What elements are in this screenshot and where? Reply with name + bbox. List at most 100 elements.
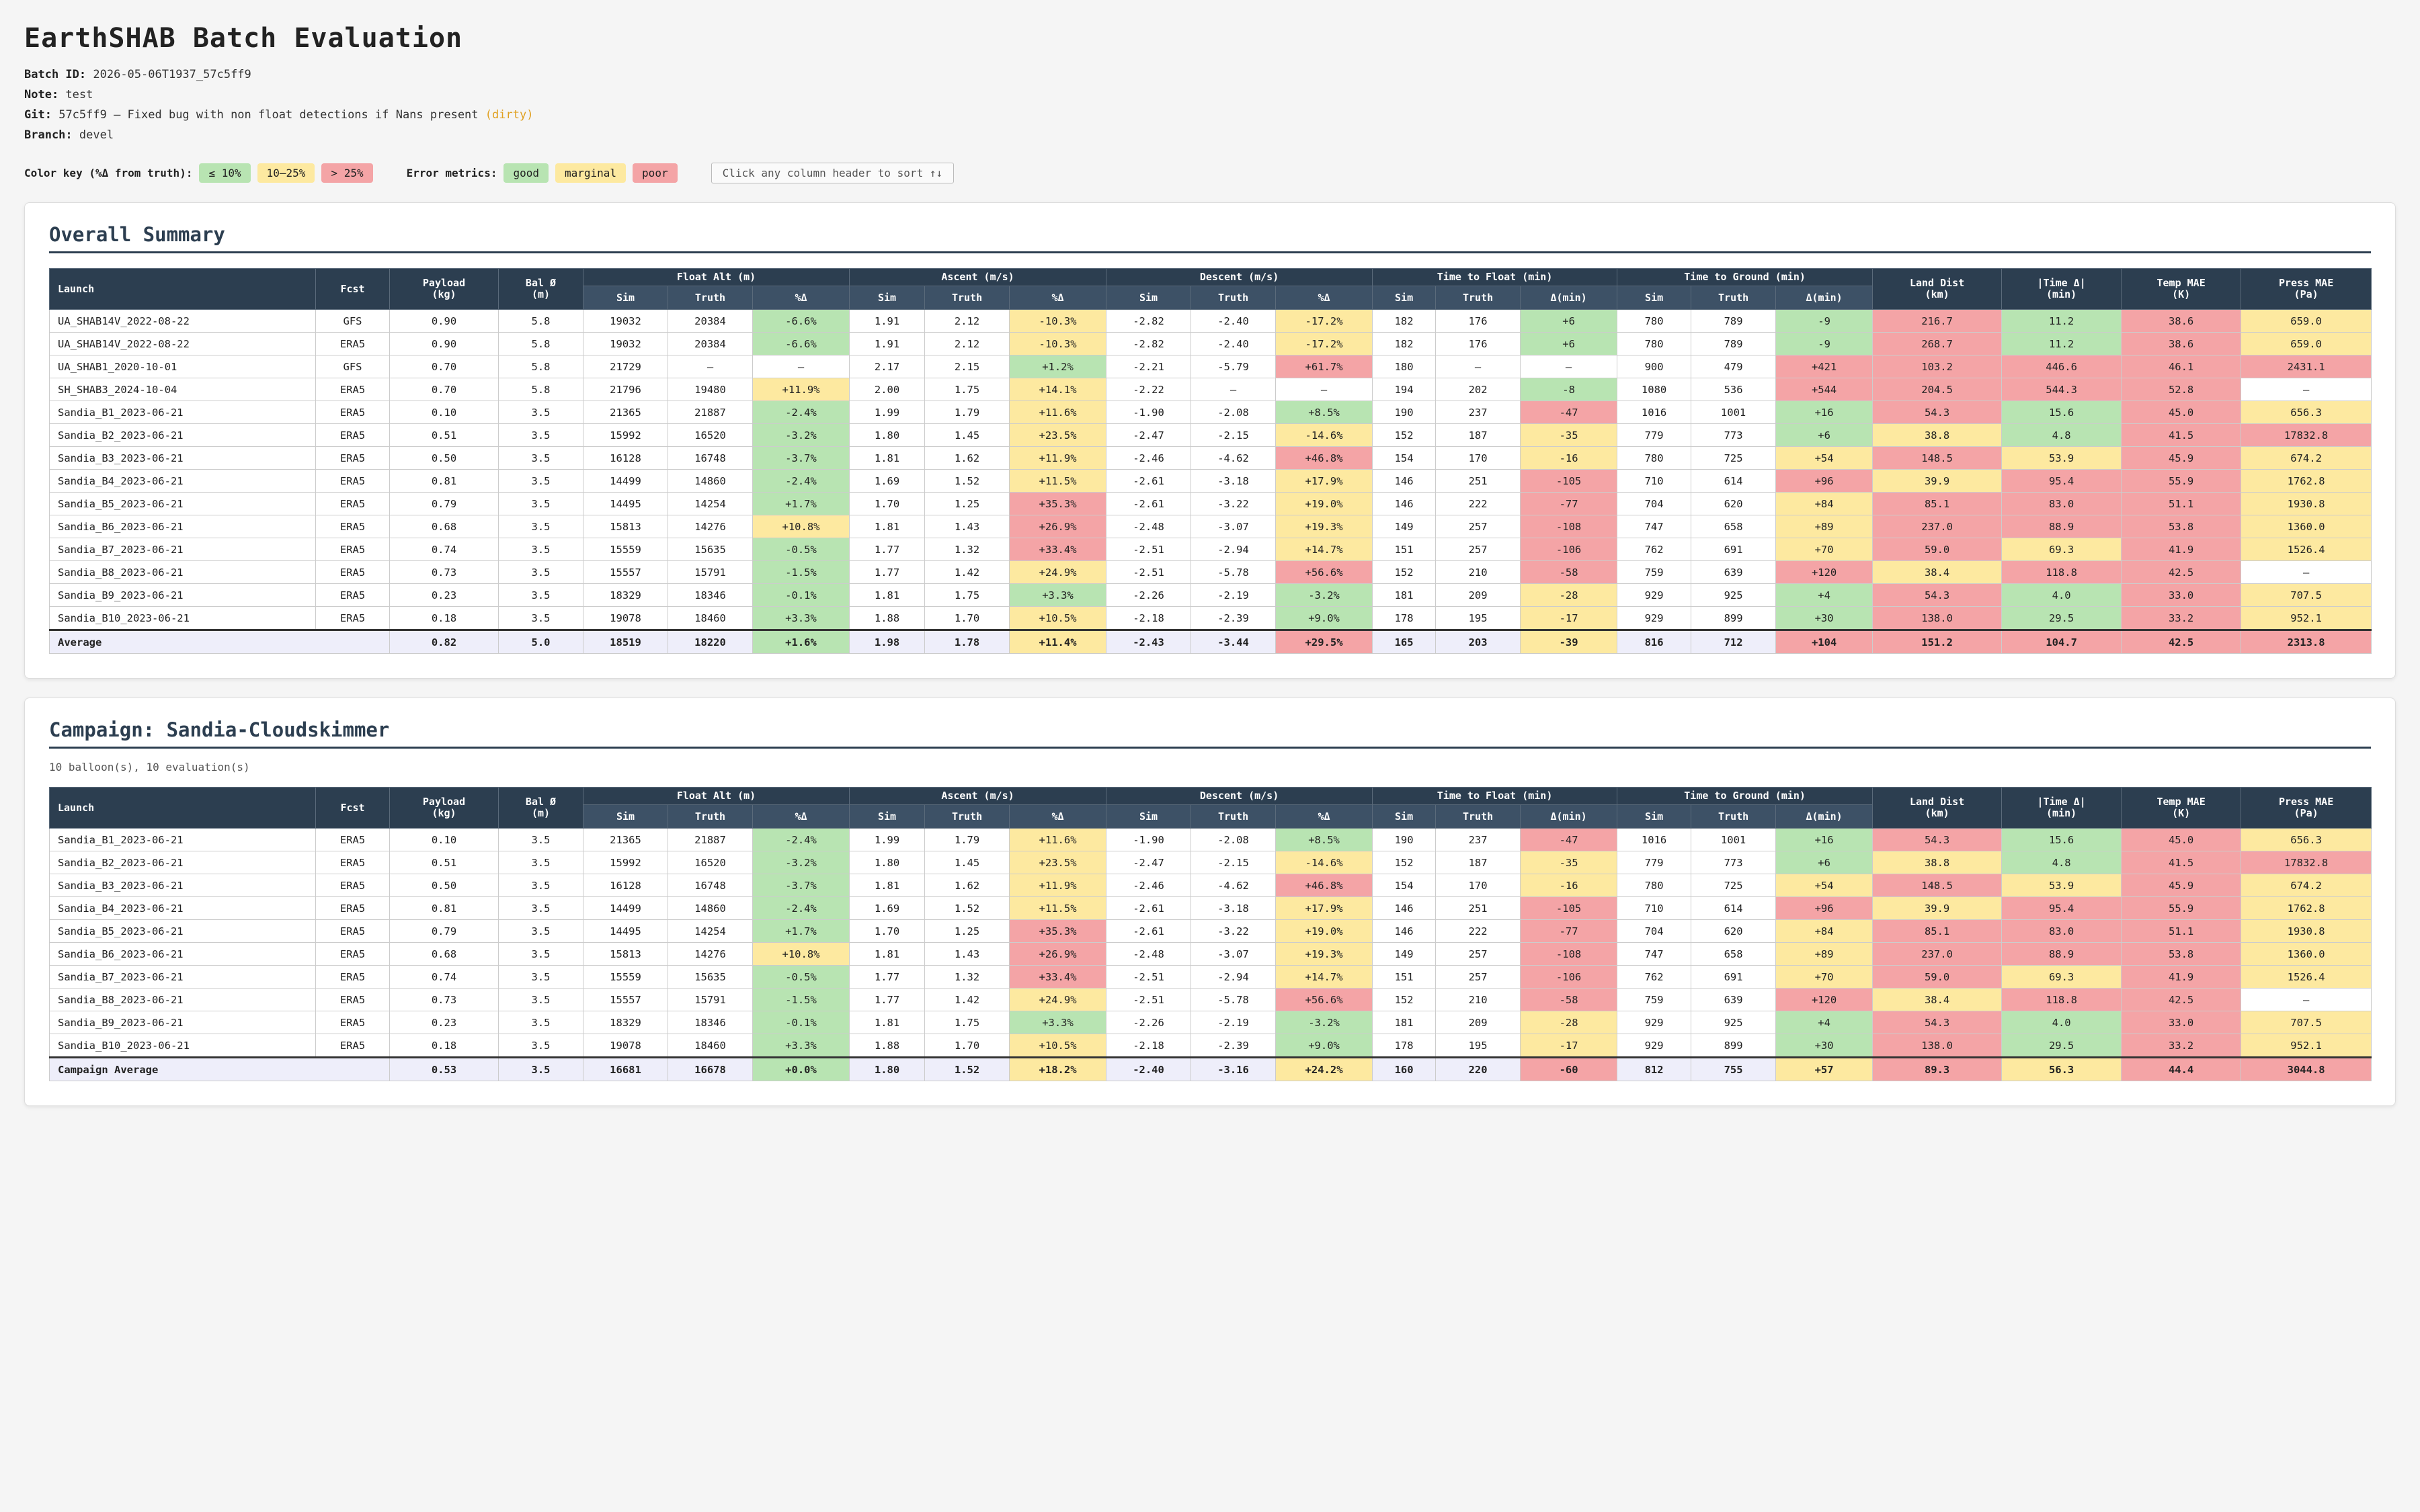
table-cell: 38.6 <box>2121 332 2242 355</box>
table-cell: 170 <box>1435 446 1521 470</box>
column-header-ttg-truth[interactable]: Truth <box>1691 804 1777 829</box>
column-header-ttf-dmin[interactable]: Δ(min) <box>1520 286 1618 310</box>
column-group-ttf[interactable]: Time to Float (min) <box>1372 787 1618 805</box>
table-cell: +11.6% <box>1009 401 1107 424</box>
column-header-ascent-pct[interactable]: %Δ <box>1009 804 1107 829</box>
column-group-float_alt[interactable]: Float Alt (m) <box>582 787 850 805</box>
column-header-launch[interactable]: Launch <box>49 787 316 829</box>
table-cell: 209 <box>1435 1011 1521 1034</box>
table-cell: -6.6% <box>752 309 850 333</box>
column-header-descent-truth[interactable]: Truth <box>1191 286 1277 310</box>
table-cell: 46.1 <box>2121 355 2242 378</box>
column-header-ttf-truth[interactable]: Truth <box>1435 804 1521 829</box>
table-cell: +23.5% <box>1009 423 1107 447</box>
column-header-fcst[interactable]: Fcst <box>315 787 390 829</box>
table-cell: 16520 <box>668 423 753 447</box>
column-group-ttg[interactable]: Time to Ground (min) <box>1617 268 1873 286</box>
column-group-ascent[interactable]: Ascent (m/s) <box>849 268 1107 286</box>
table-cell: -3.07 <box>1191 942 1277 966</box>
launch-name-cell: Sandia_B3_2023-06-21 <box>49 446 316 470</box>
column-header-float_alt-sim[interactable]: Sim <box>583 804 668 829</box>
column-group-ascent[interactable]: Ascent (m/s) <box>849 787 1107 805</box>
column-header-ascent-truth[interactable]: Truth <box>924 286 1010 310</box>
column-header-launch[interactable]: Launch <box>49 268 316 310</box>
column-header-ttf-dmin[interactable]: Δ(min) <box>1520 804 1618 829</box>
table-cell: 14499 <box>583 469 668 493</box>
table-cell: -106 <box>1520 538 1618 561</box>
column-group-ttg[interactable]: Time to Ground (min) <box>1617 787 1873 805</box>
column-header-ascent-pct[interactable]: %Δ <box>1009 286 1107 310</box>
column-header-ttf-sim[interactable]: Sim <box>1372 804 1437 829</box>
table-cell: +56.6% <box>1275 560 1373 584</box>
column-header-ascent-truth[interactable]: Truth <box>924 804 1010 829</box>
table-cell: +8.5% <box>1275 828 1373 851</box>
column-header-ttg-dmin[interactable]: Δ(min) <box>1775 286 1873 310</box>
column-header-bal[interactable]: Bal Ø (m) <box>498 268 583 310</box>
table-cell: 152 <box>1372 851 1437 874</box>
table-cell: 11.2 <box>2001 309 2122 333</box>
table-cell: 925 <box>1691 1011 1777 1034</box>
column-header-timed[interactable]: |Time Δ| (min) <box>2001 268 2122 310</box>
column-header-descent-pct[interactable]: %Δ <box>1275 804 1373 829</box>
table-cell: -2.48 <box>1106 942 1192 966</box>
column-header-ttf-truth[interactable]: Truth <box>1435 286 1521 310</box>
table-row: Sandia_B9_2023-06-21 ERA5 0.23 3.5 18329 1834… <box>49 1011 2372 1034</box>
table-cell: +6 <box>1775 851 1873 874</box>
column-header-float_alt-truth[interactable]: Truth <box>668 804 753 829</box>
column-header-ttg-dmin[interactable]: Δ(min) <box>1775 804 1873 829</box>
launch-name-cell: Sandia_B4_2023-06-21 <box>49 896 316 920</box>
column-header-ttg-sim[interactable]: Sim <box>1617 804 1692 829</box>
table-cell: 1526.4 <box>2241 965 2372 989</box>
column-header-fcst[interactable]: Fcst <box>315 268 390 310</box>
column-header-descent-sim[interactable]: Sim <box>1106 804 1192 829</box>
table-cell: 1.70 <box>924 606 1010 630</box>
column-header-press[interactable]: Press MAE (Pa) <box>2241 268 2372 310</box>
column-header-ascent-sim[interactable]: Sim <box>849 286 926 310</box>
column-header-float_alt-pct[interactable]: %Δ <box>752 286 850 310</box>
column-group-ttf[interactable]: Time to Float (min) <box>1372 268 1618 286</box>
column-header-temp[interactable]: Temp MAE (K) <box>2121 268 2242 310</box>
table-cell: 16520 <box>668 851 753 874</box>
column-header-ttg-sim[interactable]: Sim <box>1617 286 1692 310</box>
table-cell: 3.5 <box>498 1034 583 1058</box>
column-header-float_alt-sim[interactable]: Sim <box>583 286 668 310</box>
table-cell: 1.69 <box>849 896 926 920</box>
column-header-temp[interactable]: Temp MAE (K) <box>2121 787 2242 829</box>
column-header-descent-pct[interactable]: %Δ <box>1275 286 1373 310</box>
average-cell: 151.2 <box>1872 629 2003 654</box>
section-subtitle: 10 balloon(s), 10 evaluation(s) <box>49 761 250 773</box>
column-header-payload[interactable]: Payload (kg) <box>389 268 499 310</box>
column-header-ttf-sim[interactable]: Sim <box>1372 286 1437 310</box>
average-cell: 42.5 <box>2121 629 2242 654</box>
table-row: Sandia_B7_2023-06-21 ERA5 0.74 3.5 15559 1563… <box>49 538 2372 561</box>
column-header-float_alt-pct[interactable]: %Δ <box>752 804 850 829</box>
table-cell: 0.23 <box>389 1011 499 1034</box>
column-header-payload[interactable]: Payload (kg) <box>389 787 499 829</box>
table-cell: ERA5 <box>315 401 390 424</box>
table-cell: +96 <box>1775 896 1873 920</box>
column-header-bal[interactable]: Bal Ø (m) <box>498 787 583 829</box>
table-cell: 747 <box>1617 515 1692 538</box>
table-cell: 149 <box>1372 942 1437 966</box>
table-cell: +26.9% <box>1009 515 1107 538</box>
table-cell: -3.18 <box>1191 469 1277 493</box>
column-group-descent[interactable]: Descent (m/s) <box>1106 787 1373 805</box>
column-header-land[interactable]: Land Dist (km) <box>1872 268 2003 310</box>
table-cell: 41.5 <box>2121 851 2242 874</box>
column-header-timed[interactable]: |Time Δ| (min) <box>2001 787 2122 829</box>
column-header-float_alt-truth[interactable]: Truth <box>668 286 753 310</box>
table-cell: +10.5% <box>1009 606 1107 630</box>
column-header-ascent-sim[interactable]: Sim <box>849 804 926 829</box>
table-cell: 1.70 <box>849 919 926 943</box>
column-header-land[interactable]: Land Dist (km) <box>1872 787 2003 829</box>
table-cell: 19078 <box>583 1034 668 1058</box>
column-header-press[interactable]: Press MAE (Pa) <box>2241 787 2372 829</box>
table-cell: — <box>2241 378 2372 401</box>
column-group-float_alt[interactable]: Float Alt (m) <box>582 268 850 286</box>
column-header-descent-sim[interactable]: Sim <box>1106 286 1192 310</box>
table-cell: 1.52 <box>924 896 1010 920</box>
table-cell: 1.25 <box>924 492 1010 515</box>
column-group-descent[interactable]: Descent (m/s) <box>1106 268 1373 286</box>
column-header-descent-truth[interactable]: Truth <box>1191 804 1277 829</box>
column-header-ttg-truth[interactable]: Truth <box>1691 286 1777 310</box>
